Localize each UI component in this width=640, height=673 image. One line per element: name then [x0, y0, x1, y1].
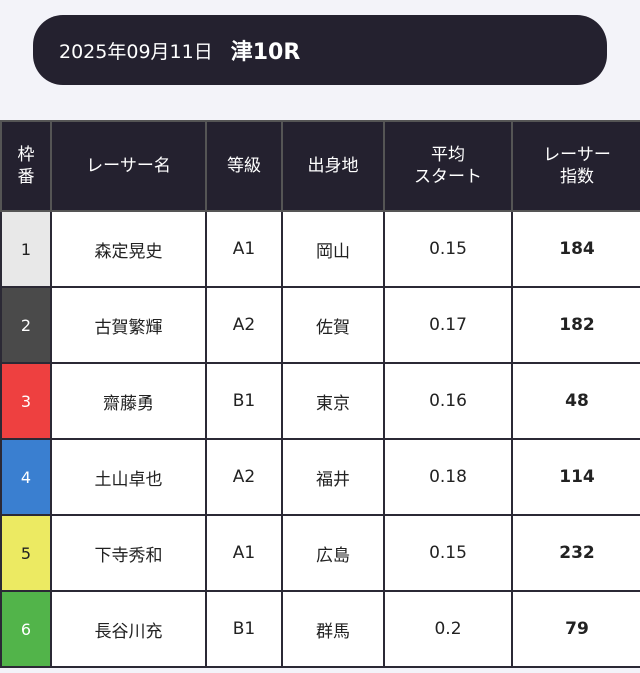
cell-frame: 3 — [0, 362, 52, 440]
cell-racer-index: 79 — [511, 590, 640, 668]
cell-racer-name: 下寺秀和 — [50, 514, 207, 592]
cell-avg-start: 0.16 — [383, 362, 513, 440]
race-header: 2025年09月11日 津10R — [33, 15, 607, 85]
cell-avg-start: 0.15 — [383, 210, 513, 288]
cell-avg-start: 0.2 — [383, 590, 513, 668]
cell-racer-name: 土山卓也 — [50, 438, 207, 516]
column-header-avg-start: 平均 スタート — [383, 120, 513, 212]
cell-racer-index: 184 — [511, 210, 640, 288]
cell-racer-index: 182 — [511, 286, 640, 364]
column-header-racer-name: レーサー名 — [50, 120, 207, 212]
table-row: 1 森定晃史 A1 岡山 0.15 184 — [0, 210, 640, 288]
cell-grade: A2 — [205, 438, 283, 516]
cell-origin: 東京 — [281, 362, 385, 440]
cell-origin: 広島 — [281, 514, 385, 592]
race-name: 津10R — [230, 40, 301, 65]
cell-grade: A1 — [205, 514, 283, 592]
cell-racer-index: 114 — [511, 438, 640, 516]
column-header-racer-index: レーサー 指数 — [511, 120, 640, 212]
cell-origin: 岡山 — [281, 210, 385, 288]
table-row: 6 長谷川充 B1 群馬 0.2 79 — [0, 590, 640, 668]
column-header-grade: 等級 — [205, 120, 283, 212]
cell-frame: 6 — [0, 590, 52, 668]
table-header-row: 枠 番レーサー名 等級 出身地 平均 スタート レーサー 指数 — [0, 120, 640, 212]
cell-racer-name: 古賀繁輝 — [50, 286, 207, 364]
cell-racer-name: 森定晃史 — [50, 210, 207, 288]
table-row: 2 古賀繁輝 A2 佐賀 0.17 182 — [0, 286, 640, 364]
cell-frame: 4 — [0, 438, 52, 516]
cell-frame: 2 — [0, 286, 52, 364]
racer-table: 枠 番レーサー名 等級 出身地 平均 スタート レーサー 指数 1 森定晃史 A1 岡山 0.1… — [0, 120, 640, 668]
cell-grade: A2 — [205, 286, 283, 364]
cell-avg-start: 0.17 — [383, 286, 513, 364]
cell-grade: B1 — [205, 362, 283, 440]
cell-frame: 1 — [0, 210, 52, 288]
cell-origin: 福井 — [281, 438, 385, 516]
cell-racer-name: 齋藤勇 — [50, 362, 207, 440]
cell-racer-name: 長谷川充 — [50, 590, 207, 668]
table-row: 3 齋藤勇 B1 東京 0.16 48 — [0, 362, 640, 440]
cell-origin: 群馬 — [281, 590, 385, 668]
cell-racer-index: 232 — [511, 514, 640, 592]
column-header-origin: 出身地 — [281, 120, 385, 212]
cell-grade: B1 — [205, 590, 283, 668]
cell-grade: A1 — [205, 210, 283, 288]
table-row: 4 土山卓也 A2 福井 0.18 114 — [0, 438, 640, 516]
cell-avg-start: 0.15 — [383, 514, 513, 592]
column-header-frame: 枠 番 — [0, 120, 52, 212]
cell-origin: 佐賀 — [281, 286, 385, 364]
cell-frame: 5 — [0, 514, 52, 592]
table-row: 5 下寺秀和 A1 広島 0.15 232 — [0, 514, 640, 592]
race-date: 2025年09月11日 — [59, 40, 213, 63]
cell-racer-index: 48 — [511, 362, 640, 440]
cell-avg-start: 0.18 — [383, 438, 513, 516]
